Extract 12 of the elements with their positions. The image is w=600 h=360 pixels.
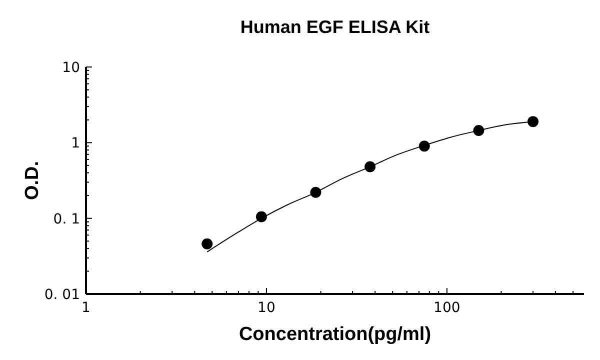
x-axis-title: Concentration(pg/ml) <box>238 324 432 345</box>
x-tick-label: 100 <box>434 300 460 316</box>
y-tick-label: 0. 1 <box>53 211 80 228</box>
y-tick-label: 0. 01 <box>44 287 80 303</box>
y-tick-label: 1 <box>71 136 80 152</box>
chart-title: Human EGF ELISA Kit <box>240 17 430 37</box>
point <box>202 238 213 250</box>
y-axis-title: O.D. <box>22 160 43 200</box>
x-tick-label: 10 <box>258 300 276 316</box>
point <box>528 116 539 128</box>
y-tick-label: 10 <box>62 60 80 76</box>
x-tick-label: 1 <box>82 300 90 316</box>
